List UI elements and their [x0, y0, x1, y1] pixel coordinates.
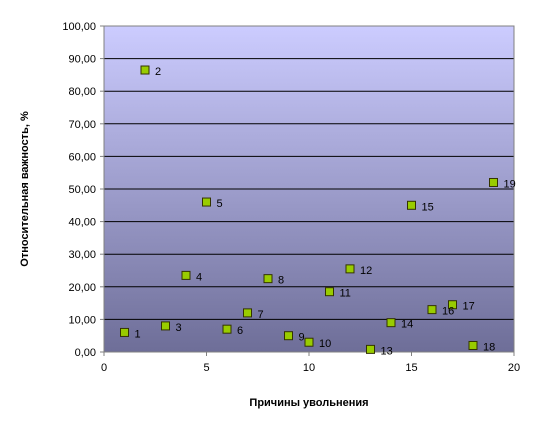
data-point	[386, 318, 396, 328]
data-point-label: 14	[401, 319, 413, 331]
y-tick-label: 40,00	[68, 217, 96, 229]
y-axis-title: Относительная важность, %	[19, 111, 31, 267]
data-point	[489, 177, 498, 187]
data-point-label: 4	[196, 271, 202, 283]
data-point-label: 13	[381, 345, 393, 357]
data-points	[120, 65, 498, 354]
data-point	[304, 337, 314, 347]
data-point	[366, 344, 375, 354]
data-point	[202, 197, 211, 207]
gridlines	[104, 58, 514, 320]
y-tick-label: 20,00	[68, 282, 96, 294]
data-point-label: 10	[319, 338, 331, 350]
data-point	[243, 308, 252, 318]
data-point	[140, 65, 150, 75]
x-tick-label: 10	[303, 362, 315, 374]
x-tick-label: 0	[101, 362, 107, 374]
x-tick-label: 15	[405, 362, 417, 374]
data-point	[325, 287, 334, 297]
data-point-label: 8	[278, 275, 284, 287]
data-point	[468, 340, 478, 350]
y-tick-label: 60,00	[68, 151, 96, 163]
data-point-label: 2	[155, 66, 161, 78]
data-point-label: 7	[258, 309, 264, 321]
data-point-label: 15	[422, 201, 434, 213]
x-axis-ticks: 0 5 10 15 20	[101, 352, 520, 374]
y-tick-label: 70,00	[68, 119, 96, 131]
data-point-label: 12	[360, 265, 372, 277]
data-point-label: 11	[340, 288, 351, 300]
y-tick-label: 90,00	[68, 54, 96, 66]
data-point	[181, 270, 191, 280]
y-tick-label: 80,00	[68, 86, 96, 98]
data-point-label: 17	[463, 301, 475, 313]
data-point-label: 9	[299, 332, 305, 344]
data-point	[263, 274, 273, 284]
x-axis-title: Причины увольнения	[249, 397, 368, 409]
data-point	[427, 305, 437, 315]
data-point	[222, 324, 232, 334]
data-point	[284, 331, 293, 341]
y-tick-label: 100,00	[62, 21, 96, 33]
y-tick-label: 0,00	[75, 347, 96, 359]
data-point-label: 19	[504, 178, 516, 190]
data-point-label: 3	[176, 322, 182, 334]
data-point-label: 5	[217, 198, 223, 210]
y-tick-label: 50,00	[68, 184, 96, 196]
y-tick-label: 30,00	[68, 249, 96, 261]
y-axis-ticks: 0,00 10,00 20,00 30,00 40,00 50,00 60,00 70,00 8…	[62, 21, 104, 359]
data-point	[120, 327, 129, 337]
x-tick-label: 20	[508, 362, 520, 374]
data-point	[345, 264, 355, 274]
data-point-label: 6	[237, 325, 243, 337]
x-tick-label: 5	[203, 362, 209, 374]
data-point	[448, 300, 457, 310]
data-point	[161, 321, 170, 331]
data-point-label: 16	[442, 306, 454, 318]
data-point	[407, 200, 416, 210]
data-point-label: 1	[135, 328, 141, 340]
data-point-label: 18	[483, 341, 495, 353]
y-tick-label: 10,00	[68, 314, 96, 326]
